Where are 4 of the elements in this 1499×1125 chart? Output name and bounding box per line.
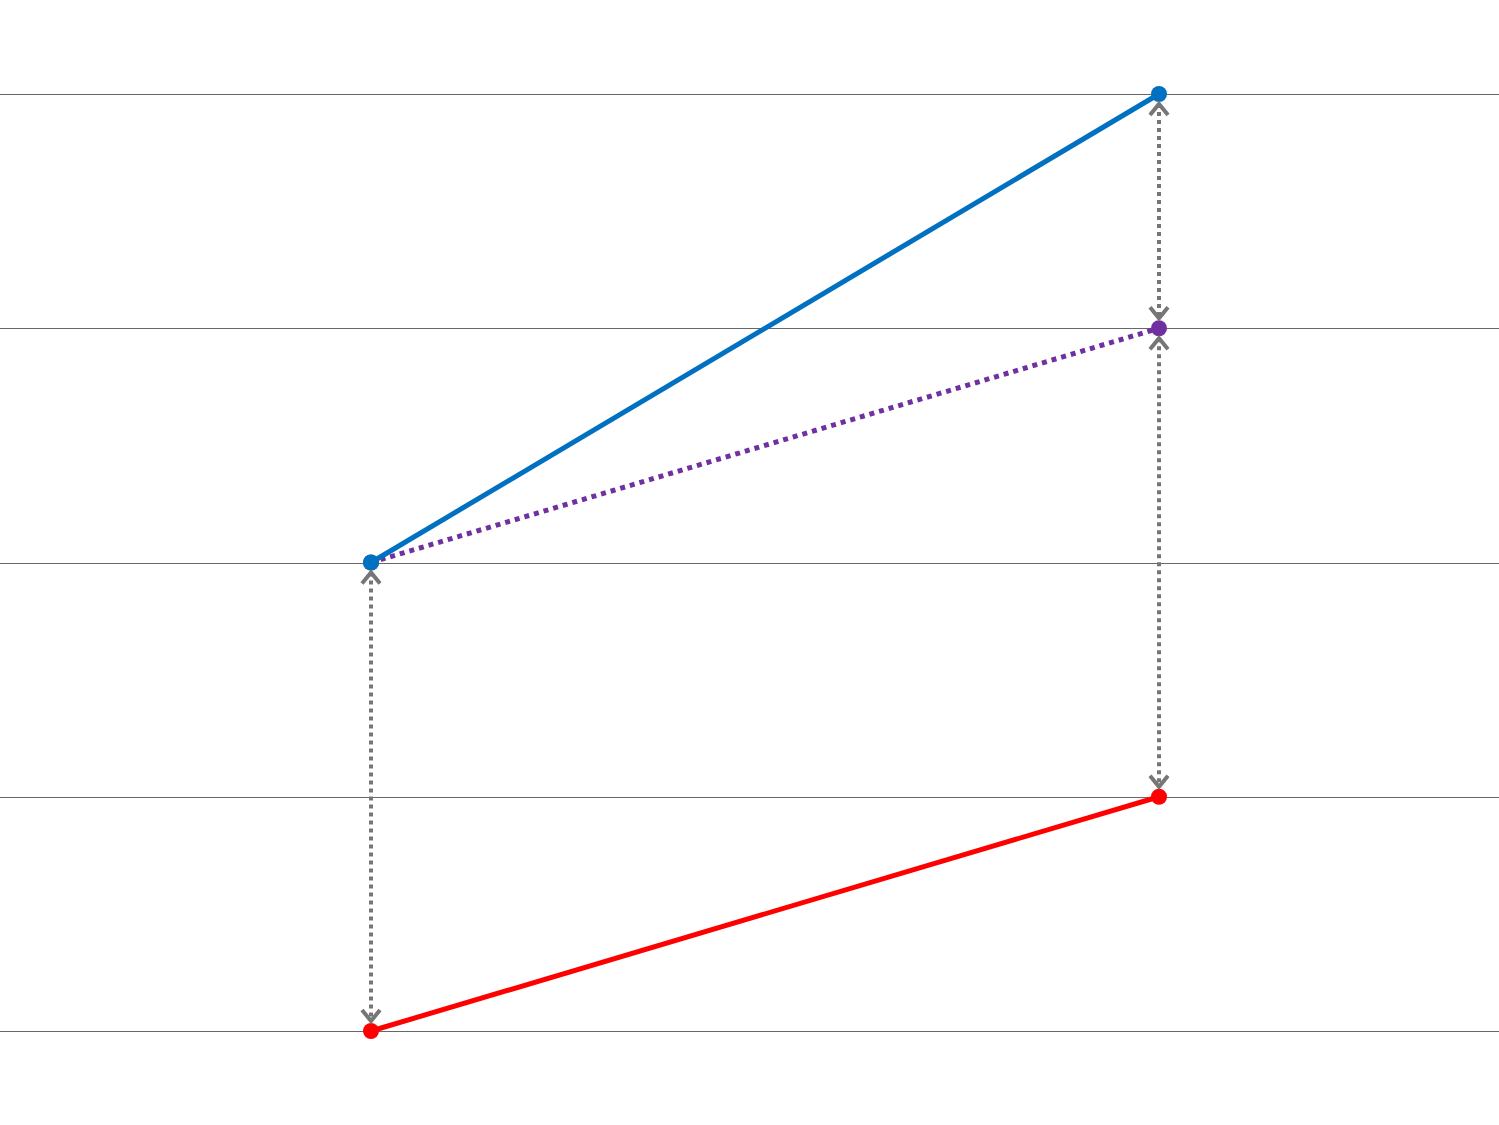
point xyxy=(363,1023,379,1039)
point xyxy=(1151,86,1167,102)
point xyxy=(1151,788,1167,805)
point xyxy=(1151,320,1167,337)
